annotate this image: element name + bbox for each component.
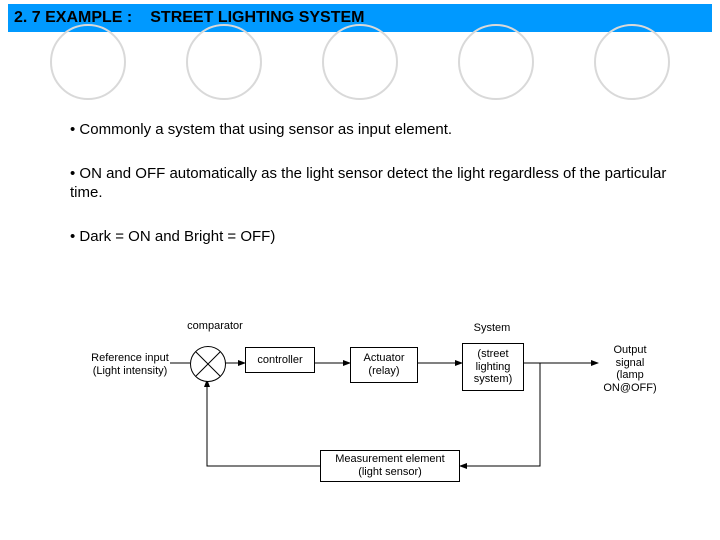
reference-input-label: Reference input(Light intensity) — [75, 352, 185, 377]
comparator-node — [190, 346, 226, 382]
circle-icon — [186, 24, 262, 100]
controller-box: controller — [245, 347, 315, 373]
decorative-circles — [50, 24, 670, 96]
system-box: (streetlightingsystem) — [462, 343, 524, 391]
system-header-label: System — [462, 322, 522, 335]
comparator-label: comparator — [180, 320, 250, 333]
circle-icon — [458, 24, 534, 100]
block-diagram: comparator Reference input(Light intensi… — [0, 310, 720, 530]
title-main: STREET LIGHTING SYSTEM — [150, 9, 364, 27]
title-bar: 2. 7 EXAMPLE : STREET LIGHTING SYSTEM — [8, 4, 712, 32]
bullet-item: • Dark = ON and Bright = OFF) — [70, 227, 680, 247]
output-label: Outputsignal(lampON@OFF) — [590, 344, 670, 395]
circle-icon — [50, 24, 126, 100]
measurement-box: Measurement element(light sensor) — [320, 450, 460, 482]
bullet-text: Dark = ON and Bright = OFF) — [79, 228, 275, 245]
title-prefix: 2. 7 EXAMPLE : — [14, 9, 132, 27]
circle-icon — [594, 24, 670, 100]
bullet-item: • ON and OFF automatically as the light … — [70, 164, 680, 203]
bullet-item: • Commonly a system that using sensor as… — [70, 120, 680, 140]
diagram-wires — [0, 310, 720, 530]
bullet-list: • Commonly a system that using sensor as… — [70, 120, 680, 270]
actuator-box: Actuator(relay) — [350, 347, 418, 383]
bullet-text: ON and OFF automatically as the light se… — [70, 165, 666, 202]
circle-icon — [322, 24, 398, 100]
bullet-text: Commonly a system that using sensor as i… — [79, 121, 452, 138]
